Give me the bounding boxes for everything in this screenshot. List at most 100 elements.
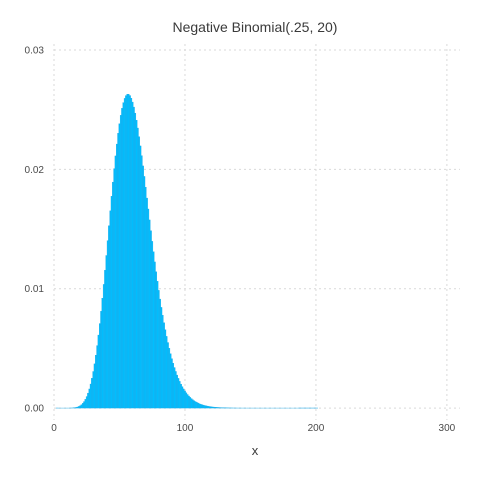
- bar: [87, 392, 89, 409]
- bar: [185, 392, 188, 409]
- bar: [203, 405, 206, 409]
- bar: [122, 102, 125, 409]
- bar: [127, 94, 130, 409]
- bar: [99, 323, 101, 409]
- y-tick-labels: 0.00 0.01 0.02 0.03: [25, 45, 45, 414]
- bar: [135, 119, 138, 409]
- bar: [133, 106, 135, 409]
- bar: [169, 353, 172, 409]
- bar: [199, 403, 202, 409]
- bar: [191, 399, 194, 409]
- bar: [96, 345, 99, 409]
- bar: [104, 269, 106, 409]
- bar: [202, 404, 205, 409]
- bar: [76, 406, 79, 409]
- bar: [92, 371, 95, 409]
- bar: [190, 398, 193, 409]
- bar: [140, 155, 143, 409]
- bar: [125, 95, 127, 409]
- bar: [164, 329, 167, 409]
- bar: [91, 378, 93, 409]
- bar: [184, 390, 186, 409]
- bar: [119, 115, 122, 409]
- bar: [117, 133, 120, 409]
- bar: [79, 405, 82, 409]
- bar: [110, 196, 113, 409]
- y-tick-label: 0.01: [25, 284, 45, 295]
- bar: [81, 403, 84, 409]
- bar: [142, 165, 144, 409]
- bar: [136, 127, 139, 409]
- bar: [206, 405, 209, 409]
- bar: [176, 374, 178, 409]
- x-tick-label: 100: [177, 423, 194, 434]
- bar: [105, 255, 108, 409]
- x-tick-label: 0: [51, 423, 57, 434]
- bar: [151, 241, 154, 409]
- y-tick-label: 0.02: [25, 165, 45, 176]
- bar: [198, 403, 201, 409]
- bar: [195, 402, 198, 409]
- bar: [80, 404, 83, 409]
- bar: [178, 381, 181, 409]
- bar: [155, 271, 157, 409]
- bar: [102, 284, 105, 409]
- bar: [138, 136, 140, 409]
- bar: [131, 101, 134, 409]
- bar: [167, 342, 169, 409]
- bar: [212, 406, 215, 409]
- bar: [123, 98, 126, 409]
- bar: [157, 290, 160, 409]
- bar: [181, 386, 184, 409]
- bar: [159, 298, 161, 409]
- bar: [78, 406, 80, 409]
- bar: [163, 322, 165, 409]
- bar: [215, 407, 218, 409]
- bar: [152, 251, 155, 409]
- bar: [109, 210, 112, 409]
- bar: [148, 219, 151, 409]
- bar: [216, 407, 219, 409]
- bar: [83, 401, 85, 409]
- bar: [182, 388, 185, 409]
- bar: [93, 363, 96, 409]
- bar: [101, 297, 104, 409]
- bar: [85, 396, 88, 409]
- bar: [139, 145, 142, 409]
- bar: [207, 406, 210, 409]
- bar: [108, 225, 110, 409]
- bar: [186, 394, 189, 409]
- y-tick-label: 0.00: [25, 404, 45, 415]
- bar: [113, 168, 116, 409]
- bar: [97, 334, 100, 409]
- bar: [118, 123, 121, 409]
- chart-title: Negative Binomial(.25, 20): [173, 19, 338, 35]
- bar: [201, 404, 203, 409]
- bar: [144, 187, 147, 409]
- bar: [174, 371, 177, 409]
- bar: [95, 355, 97, 409]
- bar: [209, 406, 211, 409]
- bars: [55, 94, 319, 409]
- bar: [180, 383, 182, 409]
- x-tick-labels: 0 100 200 300: [51, 423, 455, 434]
- bar: [84, 399, 87, 409]
- bar: [211, 406, 214, 409]
- bar: [160, 307, 163, 409]
- bar: [89, 383, 92, 409]
- bar: [134, 112, 137, 409]
- bar: [156, 281, 159, 409]
- bar: [172, 363, 175, 409]
- bar: [126, 94, 129, 409]
- bar: [112, 181, 114, 409]
- bar: [150, 230, 152, 409]
- y-tick-label: 0.03: [25, 45, 45, 56]
- bar: [154, 261, 156, 409]
- x-tick-label: 300: [439, 423, 456, 434]
- bar: [214, 407, 216, 409]
- bar: [218, 407, 220, 409]
- bar: [205, 405, 207, 409]
- bar: [161, 315, 164, 409]
- bar: [75, 407, 78, 409]
